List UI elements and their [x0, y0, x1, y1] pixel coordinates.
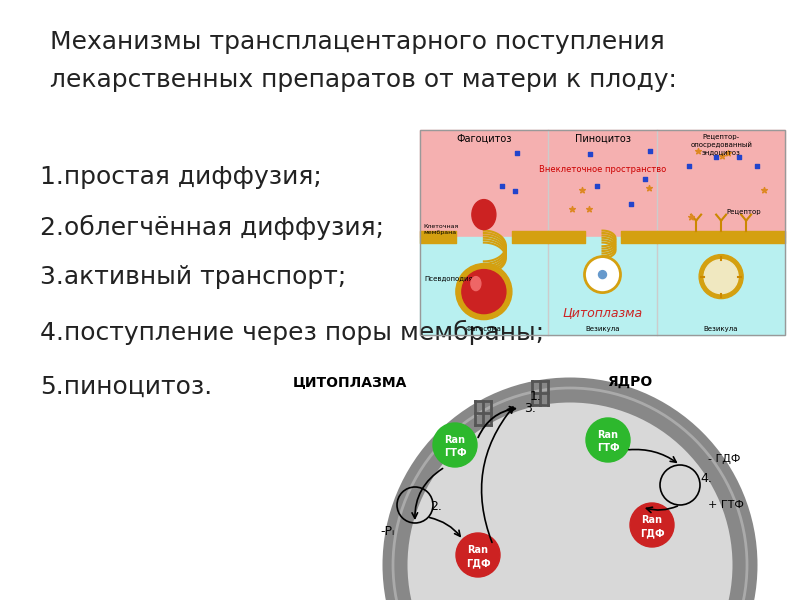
Point — [722, 149, 735, 158]
Circle shape — [456, 263, 512, 320]
Circle shape — [586, 418, 630, 462]
Text: 3.: 3. — [524, 401, 536, 415]
Point — [715, 151, 728, 161]
Text: ЦИТОПЛАЗМА: ЦИТОПЛАЗМА — [293, 375, 407, 389]
Point — [691, 146, 704, 156]
Text: ГДФ: ГДФ — [466, 558, 490, 568]
Point — [750, 161, 763, 171]
Text: ГТФ: ГТФ — [444, 448, 466, 458]
Text: ЯДРО: ЯДРО — [607, 375, 653, 389]
Point — [638, 174, 651, 184]
Point — [644, 146, 657, 156]
Text: Ran: Ran — [445, 435, 466, 445]
Text: Внеклеточное пространство: Внеклеточное пространство — [539, 165, 666, 174]
Circle shape — [630, 503, 674, 547]
Point — [510, 148, 523, 158]
Point — [576, 185, 589, 195]
Point — [566, 204, 578, 214]
Text: 2.облегчённая диффузия;: 2.облегчённая диффузия; — [40, 215, 384, 240]
Point — [625, 199, 638, 209]
Text: Пиноцитоз: Пиноцитоз — [574, 134, 630, 144]
Text: 4.поступление через поры мембраны;: 4.поступление через поры мембраны; — [40, 320, 544, 345]
Point — [709, 152, 722, 162]
Text: Псевдоподия: Псевдоподия — [425, 275, 474, 281]
Ellipse shape — [471, 277, 481, 290]
Point — [732, 152, 745, 162]
Circle shape — [462, 269, 506, 314]
Circle shape — [456, 533, 500, 577]
Point — [509, 186, 522, 196]
Point — [495, 181, 508, 190]
Text: Механизмы трансплацентарного поступления: Механизмы трансплацентарного поступления — [50, 30, 665, 54]
Text: Рецептор-
опосредованный
эндоцитоз: Рецептор- опосредованный эндоцитоз — [690, 134, 752, 155]
Point — [682, 161, 695, 170]
Polygon shape — [420, 130, 785, 236]
Text: 4.: 4. — [700, 472, 712, 485]
Text: Фагоцитоз: Фагоцитоз — [456, 134, 512, 144]
Text: ГТФ: ГТФ — [597, 443, 619, 453]
Text: 1.простая диффузия;: 1.простая диффузия; — [40, 165, 322, 189]
Text: Ran: Ran — [467, 545, 489, 555]
Text: Клеточная
мембрана: Клеточная мембрана — [423, 224, 458, 235]
Point — [642, 184, 655, 193]
Point — [758, 185, 770, 195]
Text: Цитоплазма: Цитоплазма — [562, 307, 642, 319]
Point — [685, 212, 698, 222]
Point — [590, 181, 603, 191]
Text: Ran: Ran — [642, 515, 662, 525]
Text: + ГТФ: + ГТФ — [708, 500, 744, 510]
Text: 1.: 1. — [530, 390, 542, 403]
Circle shape — [433, 423, 477, 467]
Point — [583, 149, 596, 158]
Text: 2.: 2. — [430, 500, 442, 513]
Text: ГДФ: ГДФ — [640, 528, 664, 538]
Circle shape — [407, 402, 733, 600]
Text: 3.активный транспорт;: 3.активный транспорт; — [40, 265, 346, 289]
Text: -Pᵢ: -Pᵢ — [380, 525, 394, 538]
Circle shape — [699, 254, 743, 299]
Text: Фагосома: Фагосома — [466, 326, 502, 332]
Text: Рецептор: Рецептор — [726, 209, 761, 215]
Polygon shape — [420, 236, 785, 335]
Text: 5.пиноцитоз.: 5.пиноцитоз. — [40, 375, 212, 399]
Text: Везикула: Везикула — [586, 326, 620, 332]
Circle shape — [598, 271, 606, 278]
Point — [583, 204, 596, 214]
Text: Ran: Ran — [598, 430, 618, 440]
Circle shape — [585, 257, 621, 293]
Text: Везикула: Везикула — [704, 326, 738, 332]
Ellipse shape — [472, 200, 496, 230]
Polygon shape — [290, 395, 785, 600]
Circle shape — [704, 260, 738, 293]
Text: лекарственных препаратов от матери к плоду:: лекарственных препаратов от матери к пло… — [50, 68, 677, 92]
Text: - ГДФ: - ГДФ — [708, 454, 740, 464]
